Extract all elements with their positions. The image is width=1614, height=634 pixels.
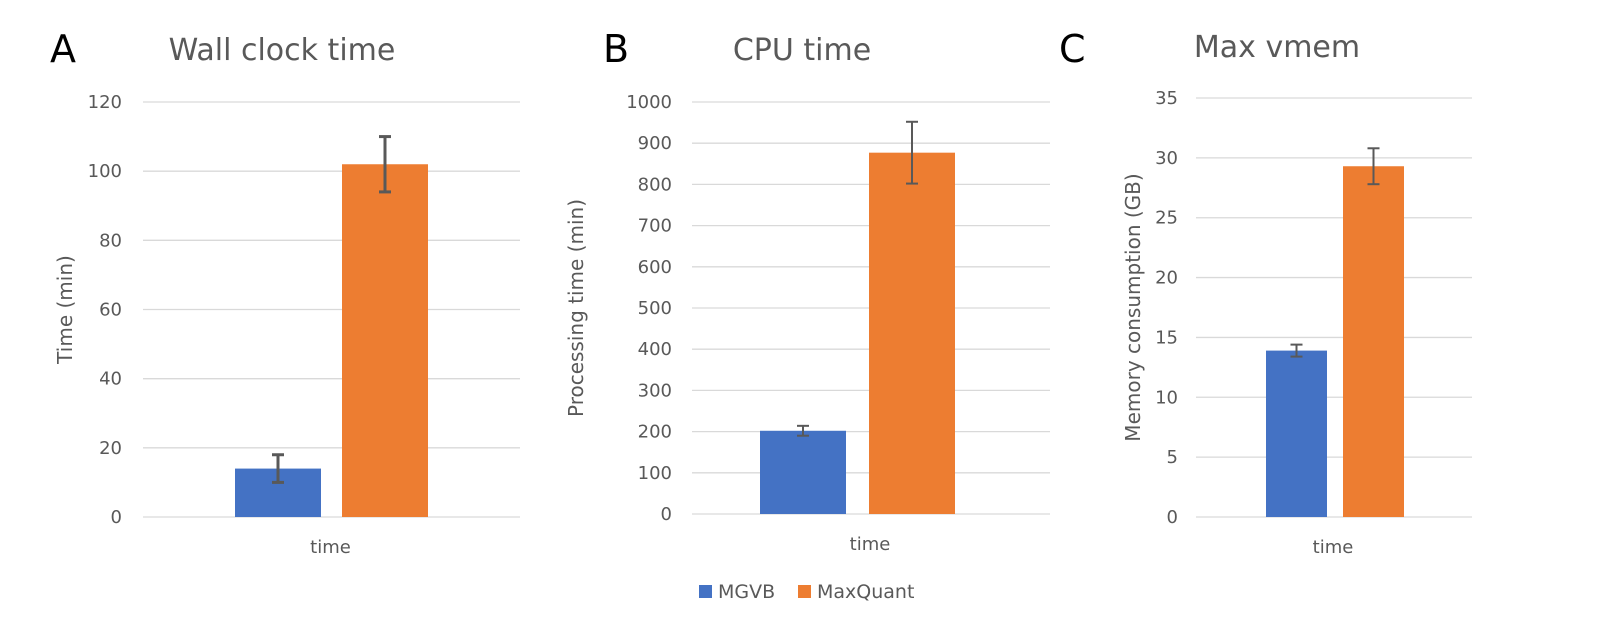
y-tick-label: 800 (638, 174, 672, 195)
y-tick-label: 25 (1155, 208, 1178, 229)
panel-letter: B (603, 27, 629, 71)
bar-maxquant (342, 164, 428, 517)
x-category-label: time (850, 534, 891, 555)
panel-letter: C (1059, 27, 1086, 71)
y-tick-label: 0 (661, 504, 672, 525)
y-tick-label: 30 (1155, 148, 1178, 169)
x-category-label: time (310, 537, 351, 558)
y-tick-label: 20 (1155, 268, 1178, 289)
y-tick-label: 40 (99, 369, 122, 390)
y-tick-label: 0 (111, 507, 122, 528)
y-axis-title: Time (min) (53, 255, 77, 365)
chart-panel-a: A Wall clock time 0 20 40 60 80 100 120 Time (min… (50, 27, 520, 558)
y-tick-label: 100 (88, 161, 122, 182)
y-axis-title: Memory consumption (GB) (1121, 173, 1145, 441)
legend-item-mgvb: MGVB (699, 581, 775, 603)
chart-title: CPU time (733, 33, 871, 68)
error-bar-mgvb (797, 424, 809, 437)
y-tick-label: 120 (88, 92, 122, 113)
legend-label: MGVB (718, 581, 775, 603)
y-tick-label: 10 (1155, 387, 1178, 408)
y-tick-label: 80 (99, 230, 122, 251)
y-tick-label: 0 (1167, 507, 1178, 528)
bar-maxquant (869, 152, 955, 514)
bar-mgvb (760, 430, 846, 514)
y-axis-title: Processing time (min) (564, 199, 588, 417)
chart-panel-b: B CPU time 0 100 200 300 400 500 600 700 800 900 100… (564, 27, 1050, 555)
error-bar-mgvb (1290, 343, 1303, 358)
y-tick-label: 5 (1167, 447, 1178, 468)
y-tick-label: 60 (99, 300, 122, 321)
x-category-label: time (1313, 537, 1354, 558)
y-tick-label: 100 (638, 463, 672, 484)
y-tick-label: 400 (638, 339, 672, 360)
y-tick-label: 500 (638, 298, 672, 319)
chart-title: Max vmem (1194, 30, 1360, 65)
y-tick-label: 600 (638, 257, 672, 278)
y-tick-label: 15 (1155, 327, 1178, 348)
legend-swatch (798, 585, 811, 598)
chart-panel-c: C Max vmem 0 5 10 15 20 25 30 35 Memory consumptio… (1059, 27, 1472, 558)
y-tick-label: 700 (638, 216, 672, 237)
legend-item-maxquant: MaxQuant (798, 581, 914, 603)
panel-letter: A (50, 27, 76, 71)
chart-title: Wall clock time (169, 33, 396, 68)
error-bar-mgvb (272, 453, 284, 484)
y-tick-label: 200 (638, 422, 672, 443)
legend-swatch (699, 585, 712, 598)
bar-mgvb (1266, 350, 1327, 517)
error-bar-maxquant (1367, 147, 1380, 186)
bar-maxquant (1343, 166, 1404, 518)
y-tick-label: 300 (638, 380, 672, 401)
legend-label: MaxQuant (817, 581, 914, 603)
y-tick-label: 1000 (626, 92, 672, 113)
y-tick-label: 900 (638, 133, 672, 154)
y-tick-label: 35 (1155, 88, 1178, 109)
y-tick-label: 20 (99, 438, 122, 459)
legend: MGVB MaxQuant (699, 581, 914, 603)
error-bar-maxquant (379, 135, 391, 194)
error-bar-maxquant (906, 120, 918, 185)
